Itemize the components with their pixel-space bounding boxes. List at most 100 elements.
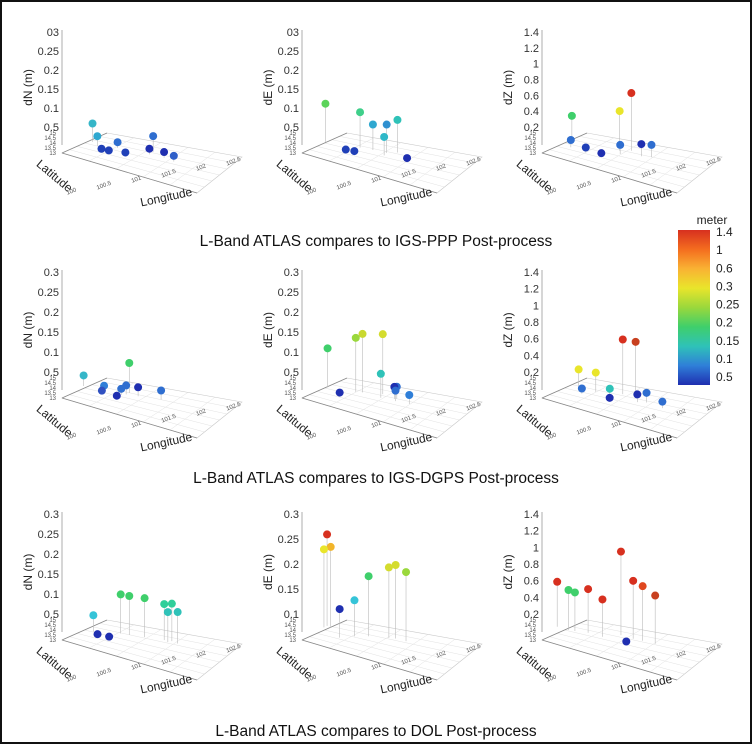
lon-tick-label: 101 (611, 662, 623, 671)
data-point (615, 107, 624, 116)
lat-tick-label: 14.5 (284, 136, 296, 142)
z-tick-label: 0.5 (44, 122, 59, 134)
lon-tick-label: 100.5 (336, 425, 353, 436)
data-point (97, 386, 106, 395)
data-point (631, 337, 640, 346)
z-tick-label: 0.2 (44, 549, 59, 561)
z-tick-label: 1 (533, 59, 539, 71)
lat-tick-label: 14 (289, 386, 296, 392)
data-point (577, 384, 586, 393)
lon-axis-line (61, 639, 198, 681)
z-tick-label: 0.5 (44, 367, 59, 379)
data-point (117, 384, 126, 393)
z-tick-label: 0.3 (284, 267, 299, 279)
data-point (638, 582, 647, 591)
plane-grid-line (316, 391, 453, 427)
lat-tick-label: 13.5 (44, 146, 56, 152)
plane-grid-line (324, 629, 460, 663)
latitude-axis-title: Latitude (34, 644, 76, 682)
z-tick-label: 0.2 (524, 122, 539, 134)
z-tick-label: 0.1 (284, 103, 299, 115)
lon-tick-label: 101.5 (641, 655, 658, 666)
z-tick-label: 1 (533, 542, 539, 554)
lon-tick-label: 102.5 (706, 643, 723, 654)
data-point (629, 576, 638, 585)
z-tick-label: 0.15 (38, 569, 59, 581)
z-tick-label: 0.25 (278, 534, 299, 546)
lat-tick-label: 14.5 (284, 381, 296, 387)
lon-tick-label: 100.5 (336, 667, 353, 678)
base-plane (61, 619, 243, 681)
lat-tick-label: 13.5 (284, 633, 296, 639)
base-plane (541, 377, 723, 439)
lon-tick-label: 100 (66, 674, 78, 683)
lon-tick-label: 100 (306, 187, 318, 196)
lon-tick-label: 102 (676, 408, 688, 417)
data-point (402, 568, 411, 577)
lon-axis-line (61, 397, 198, 439)
data-point (584, 585, 593, 594)
lon-tick-label: 101.5 (161, 168, 178, 179)
lon-tick-label: 102 (196, 163, 208, 172)
z-tick-label: 0.2 (44, 65, 59, 77)
lon-tick-label: 101 (371, 662, 383, 671)
data-point (391, 386, 400, 395)
lon-tick-label: 101.5 (401, 655, 418, 666)
data-point (157, 386, 166, 395)
lat-tick-label: 14 (49, 386, 56, 392)
base-plane (61, 132, 243, 194)
z-tick-label: 0.8 (524, 75, 539, 87)
colorbar-label: 1.4 (716, 225, 733, 239)
lon-tick-label: 100 (546, 674, 558, 683)
data-point (382, 120, 391, 129)
lat-axis-line (541, 132, 588, 154)
data-point (356, 108, 365, 117)
z-tick-label: 0.25 (278, 46, 299, 58)
longitude-axis-title: Longitude (379, 430, 434, 455)
plane-grid-line (331, 626, 468, 657)
z-axis-title: dE (m) (261, 554, 275, 590)
z-tick-label: 0.15 (278, 327, 299, 339)
lon-tick-label: 101 (131, 175, 143, 184)
plane-grid-line (84, 387, 220, 421)
data-point (149, 132, 158, 141)
latitude-axis-title: Latitude (34, 157, 76, 195)
data-point (364, 572, 373, 581)
latitude-axis-title: Latitude (274, 402, 316, 440)
lat-tick-label: 13 (529, 396, 536, 402)
lat-axis-line (541, 619, 588, 641)
data-point (358, 329, 367, 338)
longitude-axis-title: Longitude (619, 185, 674, 210)
data-point (384, 563, 393, 572)
lon-tick-label: 100.5 (96, 180, 113, 191)
data-point (570, 588, 579, 597)
z-axis-title: dZ (m) (501, 554, 515, 589)
data-point (323, 530, 332, 539)
data-point (93, 630, 102, 639)
latitude-axis-title: Latitude (514, 644, 556, 682)
z-tick-label: 03 (47, 27, 59, 39)
lon-tick-label: 101.5 (161, 655, 178, 666)
lat-tick-label: 13.5 (284, 146, 296, 152)
longitude-axis-title: Longitude (379, 185, 434, 210)
lat-tick-label: 15 (49, 618, 56, 624)
z-tick-label: 0.2 (284, 65, 299, 77)
lon-tick-label: 101.5 (641, 168, 658, 179)
data-point (567, 111, 576, 120)
z-tick-label: 0.2 (44, 307, 59, 319)
data-point (134, 383, 143, 392)
colorbar-label: 0.3 (716, 279, 733, 293)
lat-tick-label: 15 (49, 131, 56, 137)
data-point (125, 359, 134, 367)
lon-tick-label: 101.5 (161, 413, 178, 424)
plane-grid-line (115, 387, 162, 415)
z-tick-label: 0.4 (524, 350, 539, 362)
data-point (553, 577, 562, 586)
lon-tick-label: 101.5 (641, 413, 658, 424)
lat-tick-label: 14.5 (524, 623, 536, 629)
plane-grid-line (595, 387, 642, 415)
